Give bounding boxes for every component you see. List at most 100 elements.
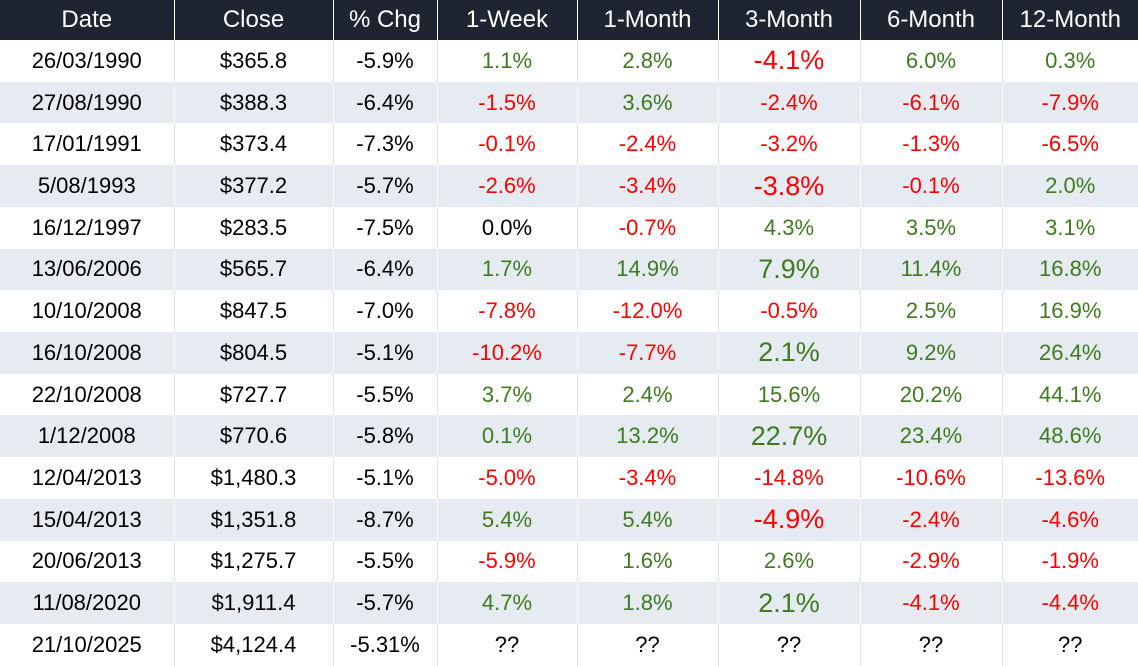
col-header-3-month: 3-Month <box>718 0 861 40</box>
cell-return-1-month: -2.4% <box>577 123 719 166</box>
cell-return-1-week: ?? <box>437 624 578 666</box>
cell-return-6-month: 9.2% <box>860 332 1003 374</box>
cell-return-6-month: -1.3% <box>860 123 1003 166</box>
table-header: Date Close % Chg 1-Week 1-Month 3-Month … <box>0 0 1138 40</box>
cell-date: 5/08/1993 <box>0 165 175 207</box>
cell-return-3-month: 7.9% <box>718 248 861 291</box>
cell-return-6-month: -0.1% <box>860 165 1003 207</box>
cell-return-6-month: 20.2% <box>860 373 1003 416</box>
cell-date: 15/04/2013 <box>0 498 175 541</box>
cell-close: $804.5 <box>174 332 334 374</box>
table-row: 17/01/1991 $373.4 -7.3% -0.1% -2.4% -3.2% -1.3… <box>0 123 1138 166</box>
cell-return-1-month: 1.6% <box>577 540 719 583</box>
cell-close: $1,911.4 <box>174 582 334 625</box>
cell-date: 17/01/1991 <box>0 123 175 166</box>
cell-return-3-month: 15.6% <box>718 373 861 416</box>
cell-return-1-week: -2.6% <box>437 165 578 207</box>
table-row: 13/06/2006 $565.7 -6.4% 1.7% 14.9% 7.9% 11.4% 1… <box>0 248 1138 291</box>
cell-date: 16/10/2008 <box>0 332 175 374</box>
cell-return-6-month: 11.4% <box>860 248 1003 291</box>
cell-pct-chg: -6.4% <box>333 248 438 291</box>
cell-return-1-week: -7.8% <box>437 290 578 333</box>
table-row: 20/06/2013 $1,275.7 -5.5% -5.9% 1.6% 2.6% -2.9… <box>0 540 1138 583</box>
cell-return-12-month: 48.6% <box>1002 415 1138 458</box>
cell-close: $770.6 <box>174 415 334 458</box>
cell-return-12-month: 2.0% <box>1002 165 1138 207</box>
cell-return-1-week: 0.0% <box>437 206 578 249</box>
cell-date: 26/03/1990 <box>0 40 175 82</box>
cell-return-1-month: ?? <box>577 624 719 666</box>
cell-return-12-month: -13.6% <box>1002 457 1138 499</box>
table-row: 11/08/2020 $1,911.4 -5.7% 4.7% 1.8% 2.1% -4.1%… <box>0 582 1138 625</box>
cell-return-3-month: 2.6% <box>718 540 861 583</box>
cell-return-6-month: -2.4% <box>860 498 1003 541</box>
cell-return-3-month: -3.8% <box>718 165 861 207</box>
cell-return-1-month: -3.4% <box>577 165 719 207</box>
cell-pct-chg: -7.0% <box>333 290 438 333</box>
cell-date: 10/10/2008 <box>0 290 175 333</box>
table-row: 16/12/1997 $283.5 -7.5% 0.0% -0.7% 4.3% 3.5% 3.… <box>0 206 1138 249</box>
cell-return-3-month: -0.5% <box>718 290 861 333</box>
cell-pct-chg: -5.5% <box>333 540 438 583</box>
cell-return-12-month: -1.9% <box>1002 540 1138 583</box>
cell-pct-chg: -8.7% <box>333 498 438 541</box>
cell-return-1-week: -10.2% <box>437 332 578 374</box>
col-header-6-month: 6-Month <box>860 0 1003 40</box>
cell-close: $4,124.4 <box>174 624 334 666</box>
cell-return-1-month: -0.7% <box>577 206 719 249</box>
col-header-close: Close <box>174 0 334 40</box>
cell-date: 11/08/2020 <box>0 582 175 625</box>
col-header-date: Date <box>0 0 175 40</box>
table-row: 1/12/2008 $770.6 -5.8% 0.1% 13.2% 22.7% 23.4% 4… <box>0 415 1138 458</box>
cell-date: 13/06/2006 <box>0 248 175 291</box>
cell-return-1-month: 2.4% <box>577 373 719 416</box>
cell-pct-chg: -5.5% <box>333 373 438 416</box>
cell-pct-chg: -5.7% <box>333 582 438 625</box>
cell-return-1-month: 2.8% <box>577 40 719 82</box>
cell-return-1-month: -3.4% <box>577 457 719 499</box>
cell-pct-chg: -5.1% <box>333 457 438 499</box>
cell-return-1-month: 5.4% <box>577 498 719 541</box>
cell-return-3-month: ?? <box>718 624 861 666</box>
cell-pct-chg: -6.4% <box>333 81 438 124</box>
cell-return-1-week: 4.7% <box>437 582 578 625</box>
cell-return-3-month: -2.4% <box>718 81 861 124</box>
cell-return-1-week: -5.9% <box>437 540 578 583</box>
cell-close: $388.3 <box>174 81 334 124</box>
table-body: 26/03/1990 $365.8 -5.9% 1.1% 2.8% -4.1% 6.0% 0.… <box>0 40 1138 666</box>
cell-return-1-week: -5.0% <box>437 457 578 499</box>
cell-return-6-month: 3.5% <box>860 206 1003 249</box>
col-header-12-month: 12-Month <box>1002 0 1138 40</box>
cell-return-6-month: -2.9% <box>860 540 1003 583</box>
cell-return-3-month: 2.1% <box>718 582 861 625</box>
col-header-1-month: 1-Month <box>577 0 719 40</box>
col-header-pct-chg: % Chg <box>333 0 438 40</box>
cell-return-12-month: -4.6% <box>1002 498 1138 541</box>
cell-return-12-month: 0.3% <box>1002 40 1138 82</box>
cell-date: 20/06/2013 <box>0 540 175 583</box>
cell-return-1-month: 1.8% <box>577 582 719 625</box>
cell-close: $727.7 <box>174 373 334 416</box>
cell-close: $847.5 <box>174 290 334 333</box>
cell-return-12-month: ?? <box>1002 624 1138 666</box>
table-row: 5/08/1993 $377.2 -5.7% -2.6% -3.4% -3.8% -0.1%… <box>0 165 1138 207</box>
cell-pct-chg: -5.8% <box>333 415 438 458</box>
table-row: 15/04/2013 $1,351.8 -8.7% 5.4% 5.4% -4.9% -2.4… <box>0 498 1138 541</box>
cell-return-3-month: -4.9% <box>718 498 861 541</box>
cell-close: $1,480.3 <box>174 457 334 499</box>
cell-pct-chg: -5.9% <box>333 40 438 82</box>
cell-return-1-week: -1.5% <box>437 81 578 124</box>
cell-pct-chg: -5.1% <box>333 332 438 374</box>
cell-pct-chg: -5.7% <box>333 165 438 207</box>
cell-close: $565.7 <box>174 248 334 291</box>
cell-date: 1/12/2008 <box>0 415 175 458</box>
cell-return-1-month: -12.0% <box>577 290 719 333</box>
cell-pct-chg: -7.3% <box>333 123 438 166</box>
cell-return-1-month: -7.7% <box>577 332 719 374</box>
cell-return-12-month: 3.1% <box>1002 206 1138 249</box>
cell-return-1-week: 3.7% <box>437 373 578 416</box>
cell-return-1-month: 14.9% <box>577 248 719 291</box>
table-row: 16/10/2008 $804.5 -5.1% -10.2% -7.7% 2.1% 9.2%… <box>0 332 1138 374</box>
cell-return-1-week: 1.7% <box>437 248 578 291</box>
